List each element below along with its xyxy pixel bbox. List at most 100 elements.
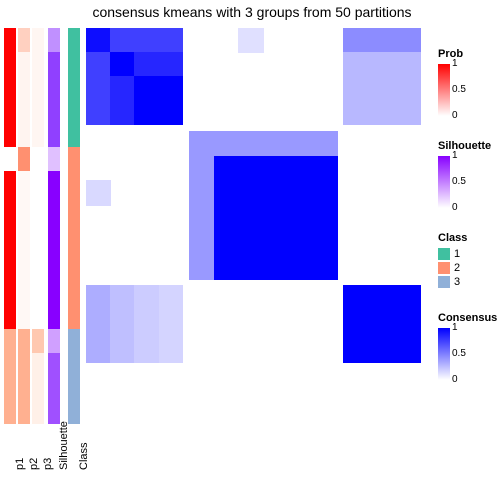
- legend-tick: 1: [452, 323, 458, 333]
- heatmap-cell: [238, 156, 263, 181]
- annotation-col-p3: [32, 28, 44, 424]
- heatmap-cell: [288, 131, 313, 156]
- heatmap-cell: [369, 76, 395, 101]
- legend-tick: 0.5: [452, 349, 466, 359]
- heatmap-cell: [214, 156, 239, 181]
- heatmap-cell: [86, 337, 111, 363]
- legend-swatch-row: 1: [438, 248, 467, 260]
- heatmap-cell: [369, 52, 395, 77]
- heatmap-cell: [238, 131, 263, 156]
- heatmap-cell: [343, 76, 369, 101]
- annot-segment: [18, 329, 30, 424]
- heatmap-cell: [110, 76, 135, 101]
- legend-swatch-label: 2: [454, 262, 460, 274]
- legend-tick: 1: [452, 59, 458, 69]
- heatmap-cell: [189, 255, 214, 280]
- heatmap-cell: [86, 101, 111, 126]
- annot-segment: [32, 353, 44, 424]
- legend-title: Consensus: [438, 312, 497, 324]
- legend-title: Silhouette: [438, 140, 491, 152]
- label-p1: p1: [14, 458, 26, 470]
- legend-swatch: [438, 262, 450, 274]
- heatmap-cell: [238, 28, 263, 53]
- annot-segment: [68, 329, 80, 424]
- heatmap-cell: [369, 311, 395, 337]
- heatmap-cell: [288, 205, 313, 230]
- heatmap-cell: [288, 255, 313, 280]
- label-p2: p2: [28, 458, 40, 470]
- label-p3: p3: [42, 458, 54, 470]
- legend-gradient: [438, 328, 450, 380]
- legend-swatch-label: 3: [454, 276, 460, 288]
- consensus-heatmap: [86, 28, 421, 363]
- heatmap-cell: [86, 52, 111, 77]
- heatmap-cell: [343, 311, 369, 337]
- heatmap-cell: [159, 76, 184, 101]
- heatmap-cell: [134, 285, 159, 311]
- heatmap-cell: [134, 311, 159, 337]
- heatmap-cell: [263, 230, 288, 255]
- annot-segment: [48, 353, 60, 424]
- legend-class: Class123: [438, 232, 467, 290]
- heatmap-cell: [110, 28, 135, 53]
- heatmap-cell: [189, 205, 214, 230]
- heatmap-cell: [159, 52, 184, 77]
- annot-segment: [18, 147, 30, 171]
- legend-tick: 0: [452, 111, 458, 121]
- heatmap-cell: [238, 255, 263, 280]
- heatmap-cell: [263, 131, 288, 156]
- heatmap-cell: [86, 285, 111, 311]
- heatmap-cell: [134, 28, 159, 53]
- heatmap-cell: [263, 205, 288, 230]
- annotation-col-silhouette: [48, 28, 60, 424]
- heatmap-cell: [134, 76, 159, 101]
- annot-segment: [68, 147, 80, 329]
- heatmap-cell: [214, 205, 239, 230]
- chart-container: consensus kmeans with 3 groups from 50 p…: [0, 0, 504, 504]
- heatmap-cell: [134, 52, 159, 77]
- heatmap-cell: [110, 285, 135, 311]
- annot-segment: [68, 28, 80, 147]
- legend-tick: 0.5: [452, 177, 466, 187]
- heatmap-cell: [159, 101, 184, 126]
- label-silhouette: Silhouette: [58, 421, 70, 470]
- heatmap-cell: [395, 285, 421, 311]
- heatmap-cell: [134, 337, 159, 363]
- legend-gradient: [438, 156, 450, 208]
- heatmap-cell: [313, 205, 338, 230]
- annot-segment: [32, 329, 44, 353]
- heatmap-cell: [395, 28, 421, 53]
- heatmap-cell: [263, 255, 288, 280]
- annotation-col-class: [68, 28, 80, 424]
- legend-swatch: [438, 276, 450, 288]
- legend-consensus: Consensus10.50: [438, 312, 497, 380]
- heatmap-cell: [343, 52, 369, 77]
- heatmap-cell: [343, 101, 369, 126]
- heatmap-cell: [395, 337, 421, 363]
- heatmap-cell: [86, 180, 111, 205]
- annot-segment: [18, 171, 30, 329]
- heatmap-cell: [134, 101, 159, 126]
- heatmap-cell: [288, 230, 313, 255]
- annot-segment: [4, 171, 16, 329]
- heatmap-cell: [238, 230, 263, 255]
- legend-silhouette: Silhouette10.50: [438, 140, 491, 208]
- legend-gradient: [438, 64, 450, 116]
- annot-segment: [48, 171, 60, 329]
- chart-title: consensus kmeans with 3 groups from 50 p…: [0, 4, 504, 20]
- heatmap-cell: [313, 255, 338, 280]
- heatmap-cell: [214, 230, 239, 255]
- heatmap-cell: [159, 28, 184, 53]
- heatmap-cell: [288, 156, 313, 181]
- heatmap-cell: [189, 131, 214, 156]
- annot-segment: [4, 329, 16, 424]
- heatmap-cell: [189, 230, 214, 255]
- heatmap-cell: [86, 76, 111, 101]
- heatmap-cell: [110, 101, 135, 126]
- heatmap-cell: [86, 28, 111, 53]
- annot-segment: [32, 147, 44, 329]
- heatmap-cell: [110, 311, 135, 337]
- heatmap-cell: [159, 285, 184, 311]
- heatmap-cell: [110, 52, 135, 77]
- annot-segment: [32, 28, 44, 147]
